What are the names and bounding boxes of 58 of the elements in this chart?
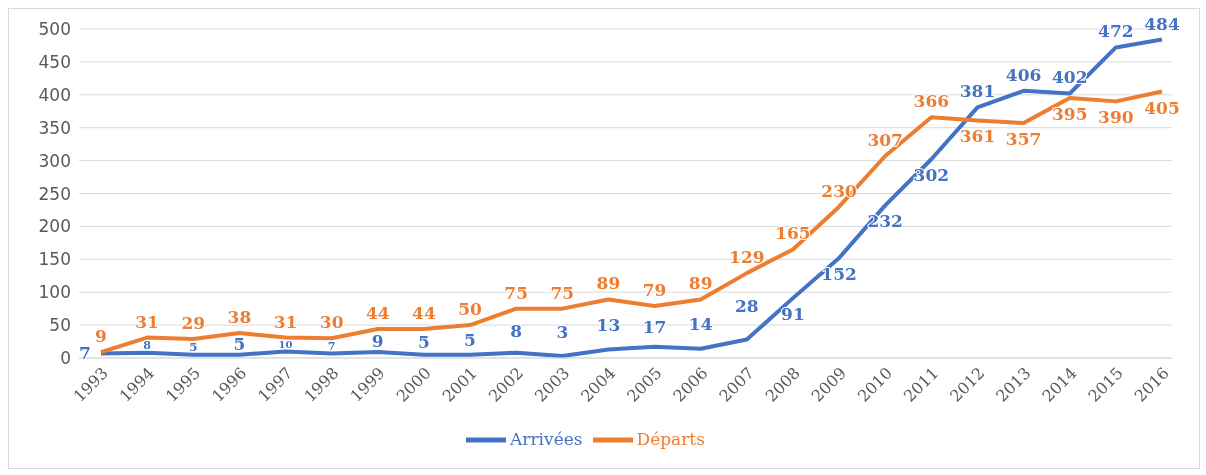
legend-label: Arrivées [510, 428, 583, 449]
data-label: 38 [227, 307, 252, 327]
y-tick-label: 500 [38, 19, 71, 40]
y-tick-label: 250 [38, 183, 71, 204]
data-label: 31 [273, 311, 298, 332]
data-label: 5 [417, 332, 430, 352]
data-label: 28 [734, 296, 759, 317]
data-label: 44 [365, 303, 390, 324]
data-label: 8 [143, 339, 152, 353]
y-tick-label: 0 [60, 348, 71, 369]
data-label: 152 [821, 263, 857, 284]
data-label: 8 [510, 320, 523, 341]
y-tick-label: 350 [38, 117, 71, 138]
data-label: 75 [504, 282, 529, 303]
data-label: 357 [1005, 129, 1042, 150]
data-label: 13 [596, 314, 621, 335]
data-label: 5 [464, 330, 476, 351]
data-label: 91 [781, 304, 805, 325]
data-label: 381 [959, 81, 996, 102]
data-label: 89 [688, 273, 713, 294]
data-label: 307 [867, 129, 903, 150]
data-label: 31 [135, 311, 159, 332]
y-tick-label: 50 [49, 315, 71, 336]
data-label: 50 [458, 299, 483, 320]
data-label: 5 [189, 340, 198, 355]
legend-label: Départs [636, 428, 705, 449]
data-label: 402 [1051, 67, 1088, 88]
y-tick-label: 300 [38, 150, 71, 171]
data-label: 75 [550, 282, 575, 303]
y-tick-label: 450 [38, 51, 71, 72]
data-label: 14 [688, 314, 713, 335]
data-label: 3 [556, 322, 569, 343]
data-label: 395 [1051, 104, 1088, 125]
data-label: 29 [181, 312, 206, 333]
y-tick-label: 150 [38, 249, 71, 270]
data-label: 484 [1144, 13, 1180, 34]
data-label: 9 [371, 330, 384, 351]
data-label: 7 [79, 343, 91, 364]
data-label: 406 [1005, 64, 1042, 85]
data-label: 390 [1098, 107, 1134, 128]
data-label: 361 [959, 126, 996, 147]
data-label: 129 [729, 247, 765, 268]
data-label: 89 [596, 273, 621, 294]
data-label: 7 [327, 339, 336, 353]
data-label: 17 [642, 316, 667, 337]
data-label: 472 [1098, 21, 1134, 42]
data-label: 79 [642, 280, 667, 301]
y-tick-label: 200 [38, 216, 71, 237]
data-label: 405 [1144, 97, 1180, 118]
data-label: 366 [913, 91, 950, 112]
data-label: 9 [95, 326, 107, 347]
data-label: 30 [319, 312, 344, 333]
y-tick-label: 400 [38, 84, 71, 105]
data-label: 44 [412, 303, 436, 324]
data-label: 10 [278, 339, 293, 351]
y-tick-label: 100 [38, 282, 71, 303]
data-label: 5 [233, 333, 246, 354]
data-label: 302 [913, 165, 950, 186]
